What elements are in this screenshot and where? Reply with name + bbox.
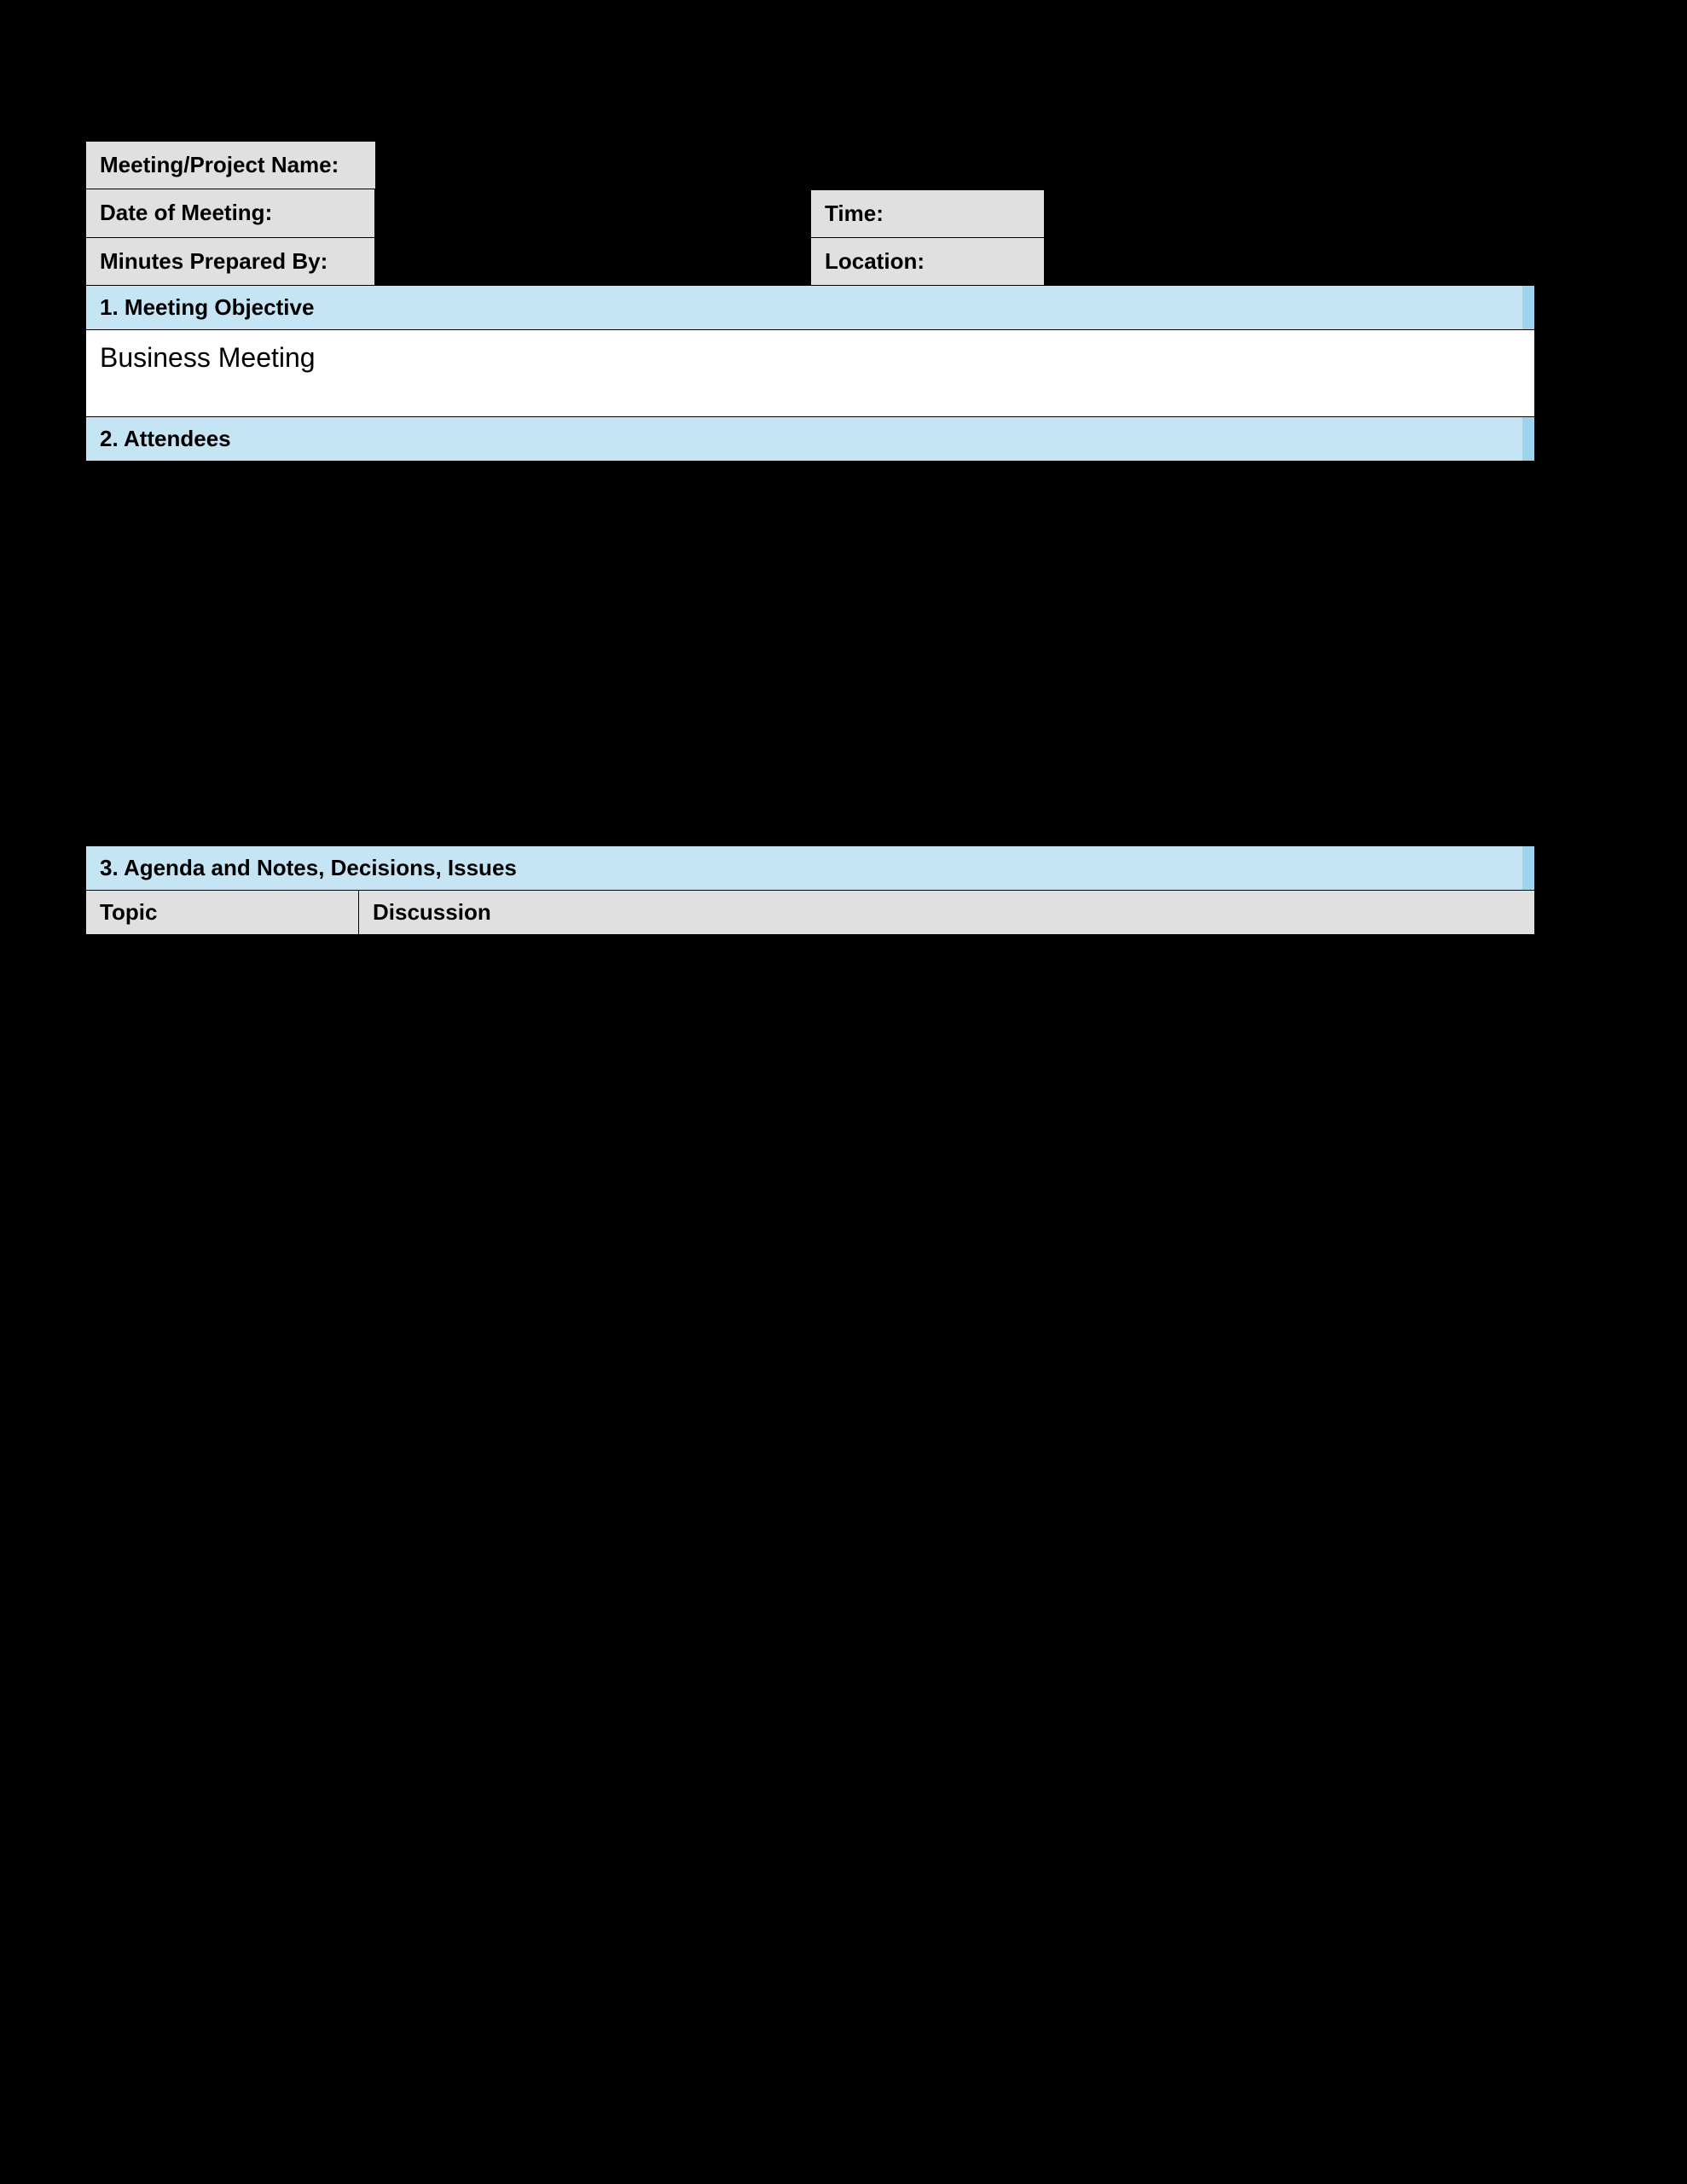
blue-accent-bar (1522, 417, 1534, 461)
header-row-1: Meeting/Project Name: (85, 141, 1535, 189)
meeting-project-name-value (376, 142, 1534, 189)
meeting-objective-title: 1. Meeting Objective (100, 294, 314, 320)
attendees-title: 2. Attendees (100, 426, 231, 451)
attendees-header: 2. Attendees (85, 417, 1535, 462)
date-of-meeting-value (375, 189, 810, 238)
location-label: Location: (810, 238, 1045, 286)
location-value (1045, 238, 1535, 286)
agenda-table-header: Topic Discussion (85, 891, 1535, 935)
meeting-minutes-document: Meeting/Project Name: Date of Meeting: T… (85, 141, 1535, 935)
agenda-title: 3. Agenda and Notes, Decisions, Issues (100, 855, 517, 880)
agenda-section: 3. Agenda and Notes, Decisions, Issues T… (85, 845, 1535, 935)
blue-accent-bar (1522, 846, 1534, 890)
minutes-prepared-by-label: Minutes Prepared By: (85, 238, 375, 286)
agenda-column-discussion: Discussion (359, 891, 1534, 934)
time-value (1045, 189, 1535, 238)
header-row-2: Date of Meeting: Time: (85, 189, 1535, 238)
blue-accent-bar (1522, 286, 1534, 329)
header-row-3: Minutes Prepared By: Location: (85, 238, 1535, 286)
date-of-meeting-label: Date of Meeting: (85, 189, 375, 238)
meeting-objective-content: Business Meeting (85, 330, 1535, 417)
minutes-prepared-by-value (375, 238, 810, 286)
agenda-column-topic: Topic (86, 891, 359, 934)
meeting-project-name-label: Meeting/Project Name: (86, 142, 376, 189)
time-label: Time: (810, 189, 1045, 238)
meeting-objective-header: 1. Meeting Objective (85, 285, 1535, 330)
agenda-header: 3. Agenda and Notes, Decisions, Issues (85, 845, 1535, 891)
